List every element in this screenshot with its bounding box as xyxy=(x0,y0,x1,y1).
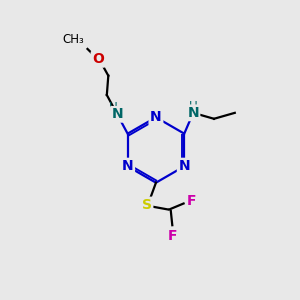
Text: H: H xyxy=(109,101,118,114)
Text: O: O xyxy=(92,52,104,66)
Text: N: N xyxy=(150,110,162,124)
Text: CH₃: CH₃ xyxy=(63,33,85,46)
Text: S: S xyxy=(142,198,152,212)
Text: F: F xyxy=(187,194,197,208)
Text: N: N xyxy=(111,107,123,121)
Text: N: N xyxy=(122,159,134,173)
Text: F: F xyxy=(167,229,177,243)
Text: N: N xyxy=(178,159,190,173)
Text: N: N xyxy=(188,106,199,120)
Text: H: H xyxy=(189,100,198,113)
